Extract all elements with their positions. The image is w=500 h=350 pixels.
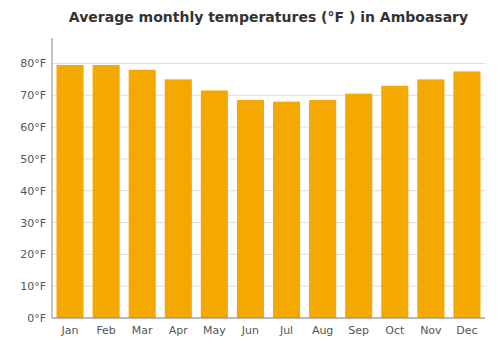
bar	[381, 86, 408, 318]
bar	[237, 100, 264, 318]
bar	[273, 102, 300, 318]
x-tick-label: Mar	[132, 324, 153, 337]
chart-container: Average monthly temperatures (°F ) in Am…	[0, 0, 500, 350]
bars	[57, 65, 481, 318]
y-tick-label: 10°F	[20, 280, 46, 293]
x-tick-label: Jul	[279, 324, 293, 337]
x-tick-label: Dec	[456, 324, 477, 337]
x-tick-label: Jan	[61, 324, 79, 337]
x-tick-label: Jun	[241, 324, 259, 337]
bar	[309, 100, 336, 318]
y-tick-label: 70°F	[20, 89, 46, 102]
x-tick-label: May	[203, 324, 226, 337]
y-tick-label: 80°F	[20, 57, 46, 70]
title: Average monthly temperatures (°F ) in Am…	[69, 9, 468, 25]
y-axis: 0°F 10°F 20°F 30°F 40°F 50°F 60°F 70°F 80°F	[20, 57, 46, 325]
x-axis: Jan Feb Mar Apr May Jun Jul Aug Sep Oct Nov Dec	[61, 324, 478, 337]
x-tick-label: Apr	[169, 324, 189, 337]
bar	[345, 94, 372, 318]
x-tick-label: Sep	[348, 324, 369, 337]
x-axis-line	[52, 318, 485, 319]
y-tick-label: 20°F	[20, 248, 46, 261]
grid-line	[52, 318, 485, 319]
y-tick-label: 40°F	[20, 185, 46, 198]
bar	[453, 71, 480, 318]
grid-line	[52, 63, 485, 64]
bar	[93, 65, 120, 318]
x-tick-label: Nov	[420, 324, 442, 337]
bar	[57, 65, 84, 318]
grid	[52, 63, 485, 318]
bar	[201, 91, 228, 319]
bar	[129, 70, 156, 318]
y-tick-label: 30°F	[20, 217, 46, 230]
x-tick-label: Feb	[96, 324, 115, 337]
y-tick-label: 50°F	[20, 153, 46, 166]
chart: Average monthly temperatures (°F ) in Am…	[0, 0, 500, 350]
y-tick-label: 0°F	[27, 312, 46, 325]
bar	[417, 79, 444, 318]
y-axis-line	[52, 38, 53, 318]
x-tick-label: Aug	[312, 324, 333, 337]
x-tick-label: Oct	[385, 324, 405, 337]
bar	[165, 79, 192, 318]
y-tick-label: 60°F	[20, 121, 46, 134]
